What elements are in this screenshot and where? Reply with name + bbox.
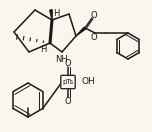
- Text: O: O: [91, 34, 97, 43]
- Text: O: O: [65, 96, 71, 105]
- Text: O: O: [65, 58, 71, 67]
- Polygon shape: [50, 10, 52, 20]
- Text: NH: NH: [55, 55, 67, 65]
- Text: H: H: [53, 10, 59, 18]
- FancyBboxPatch shape: [61, 75, 75, 89]
- Text: pTs: pTs: [62, 79, 74, 85]
- Text: OH: OH: [81, 77, 95, 86]
- Polygon shape: [76, 27, 86, 36]
- Text: H: H: [40, 46, 46, 55]
- Text: O: O: [91, 11, 97, 20]
